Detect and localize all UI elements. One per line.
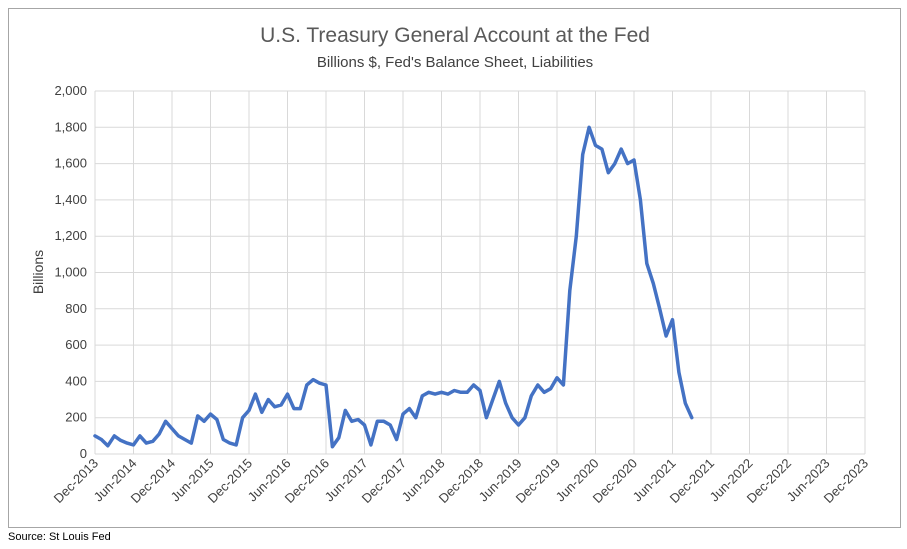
y-tick-label: 0 <box>80 446 87 461</box>
y-tick-label: 1,000 <box>54 265 87 280</box>
chart-title: U.S. Treasury General Account at the Fed <box>260 24 650 47</box>
y-tick-label: 800 <box>65 301 87 316</box>
source-note: Source: St Louis Fed <box>8 531 111 543</box>
y-tick-label: 2,000 <box>54 83 87 98</box>
y-tick-label: 600 <box>65 337 87 352</box>
chart-subtitle: Billions $, Fed's Balance Sheet, Liabili… <box>317 54 593 71</box>
y-tick-label: 1,200 <box>54 228 87 243</box>
chart: U.S. Treasury General Account at the Fed… <box>30 24 871 506</box>
y-tick-label: 400 <box>65 373 87 388</box>
x-tick-label: Dec-2013 <box>51 456 101 506</box>
chart-frame: U.S. Treasury General Account at the Fed… <box>8 8 901 528</box>
y-axis-label: Billions <box>30 250 46 294</box>
y-tick-label: 1,400 <box>54 192 87 207</box>
y-tick-label: 200 <box>65 410 87 425</box>
y-tick-label: 1,800 <box>54 119 87 134</box>
y-tick-label: 1,600 <box>54 156 87 171</box>
series-line <box>93 125 694 449</box>
